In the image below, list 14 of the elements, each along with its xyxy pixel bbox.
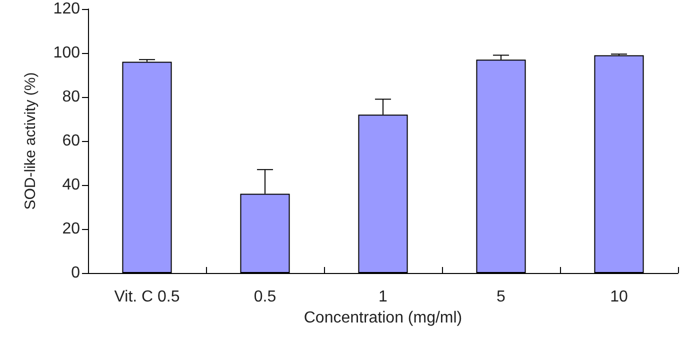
y-tick-label: 60 bbox=[62, 132, 80, 150]
x-tick-label: 1 bbox=[378, 288, 388, 306]
y-tick-label: 20 bbox=[62, 220, 80, 238]
x-tick-label: 10 bbox=[610, 288, 628, 306]
y-tick-label: 0 bbox=[71, 264, 80, 282]
y-tick-label: 100 bbox=[53, 44, 80, 62]
x-tick-label: 5 bbox=[496, 288, 506, 306]
y-axis-title: SOD-like activity (%) bbox=[22, 72, 39, 210]
x-tick-label: Vit. C 0.5 bbox=[114, 288, 180, 306]
y-tick-label: 40 bbox=[62, 176, 80, 194]
y-tick-label: 120 bbox=[53, 0, 80, 18]
x-axis-title: Concentration (mg/ml) bbox=[304, 309, 462, 326]
y-tick-label: 80 bbox=[62, 88, 80, 106]
x-tick-label: 0.5 bbox=[254, 288, 276, 306]
